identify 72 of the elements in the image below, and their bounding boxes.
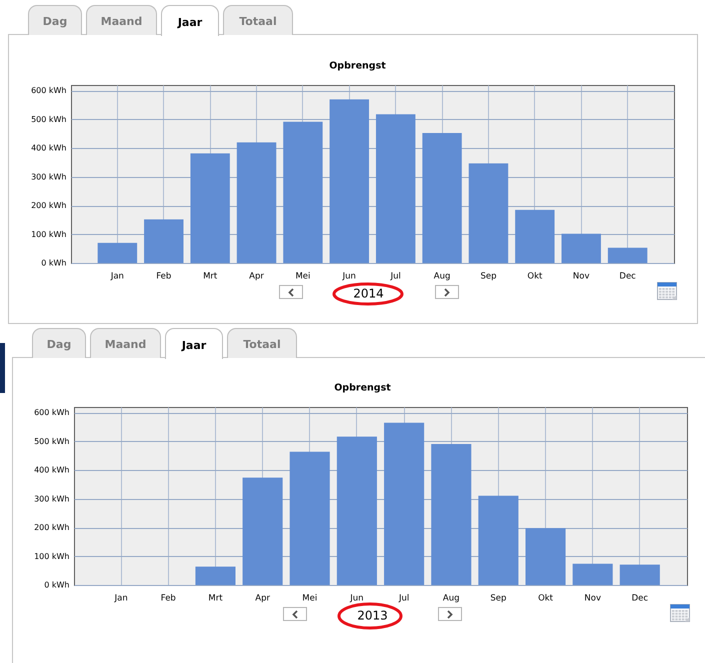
y-tick-label: 100 kWh bbox=[34, 552, 70, 561]
x-tick-label: Aug bbox=[442, 594, 460, 604]
x-tick-label: Apr bbox=[255, 594, 270, 604]
y-tick-label: 600 kWh bbox=[31, 86, 66, 96]
x-tick-label: Feb bbox=[156, 272, 172, 282]
bar bbox=[384, 422, 424, 585]
x-axis-title: 2013 bbox=[357, 608, 388, 622]
bar bbox=[478, 496, 518, 585]
x-tick-label: Nov bbox=[584, 594, 601, 604]
x-tick-label: Nov bbox=[572, 272, 590, 282]
bar bbox=[195, 566, 236, 585]
bar bbox=[620, 564, 660, 585]
bar bbox=[431, 444, 472, 585]
y-tick-label: 100 kWh bbox=[31, 230, 66, 239]
chart-title: Opbrengst bbox=[329, 60, 386, 72]
bar bbox=[190, 153, 230, 263]
x-tick-label: Okt bbox=[538, 594, 554, 604]
x-tick-label: Dec bbox=[619, 272, 636, 282]
chart-title: Opbrengst bbox=[334, 382, 392, 394]
bar bbox=[144, 219, 184, 263]
y-tick-label: 600 kWh bbox=[34, 408, 70, 418]
text: Jaar bbox=[161, 5, 219, 36]
y-tick-label: 400 kWh bbox=[31, 144, 66, 153]
text: Jaar bbox=[165, 328, 223, 359]
x-tick-label: Sep bbox=[490, 594, 506, 604]
x-tick-label: Feb bbox=[160, 594, 176, 604]
y-tick-label: 400 kWh bbox=[34, 466, 70, 475]
y-tick-label: 200 kWh bbox=[34, 523, 70, 532]
y-tick-label: 0 kWh bbox=[41, 258, 66, 268]
x-tick-label: Dec bbox=[632, 594, 648, 604]
x-tick-label: Okt bbox=[527, 272, 543, 282]
text: Maand bbox=[90, 328, 161, 358]
bar bbox=[283, 122, 323, 263]
x-tick-label: Jan bbox=[110, 272, 124, 282]
bar bbox=[608, 248, 648, 263]
bar bbox=[562, 234, 601, 263]
bar bbox=[330, 99, 370, 263]
x-tick-label: Jul bbox=[390, 272, 401, 282]
x-tick-label: Apr bbox=[249, 272, 264, 282]
bar bbox=[98, 242, 138, 263]
x-tick-label: Mrt bbox=[203, 272, 218, 282]
x-tick-label: Jan bbox=[114, 594, 128, 604]
y-tick-label: 500 kWh bbox=[31, 114, 66, 124]
y-tick-label: 300 kWh bbox=[34, 494, 70, 504]
text: Totaal bbox=[223, 5, 293, 35]
text: Totaal bbox=[227, 328, 297, 358]
bar bbox=[242, 478, 283, 585]
bar bbox=[236, 142, 276, 263]
x-tick-label: Aug bbox=[434, 272, 450, 282]
x-tick-label: Jun bbox=[349, 594, 364, 604]
x-tick-label: Mrt bbox=[208, 594, 224, 604]
y-tick-label: 300 kWh bbox=[31, 172, 66, 182]
text: Dag bbox=[28, 5, 82, 35]
bar bbox=[290, 452, 330, 585]
bar bbox=[515, 210, 555, 263]
y-tick-label: 200 kWh bbox=[31, 201, 66, 210]
x-axis-title: 2014 bbox=[353, 286, 384, 300]
bar bbox=[572, 564, 613, 585]
x-tick-label: Mei bbox=[302, 594, 318, 604]
bar bbox=[336, 436, 377, 585]
x-tick-label: Sep bbox=[480, 272, 496, 282]
bar bbox=[376, 114, 416, 263]
x-tick-label: Jul bbox=[398, 594, 410, 604]
y-tick-label: 0 kWh bbox=[44, 580, 70, 590]
x-tick-label: Mei bbox=[295, 272, 310, 282]
bar bbox=[422, 132, 462, 263]
x-tick-label: Jun bbox=[342, 272, 356, 282]
text: Dag bbox=[32, 328, 86, 358]
y-tick-label: 500 kWh bbox=[34, 436, 70, 446]
text: Maand bbox=[86, 5, 157, 35]
bar bbox=[468, 163, 508, 263]
bar bbox=[526, 528, 566, 585]
